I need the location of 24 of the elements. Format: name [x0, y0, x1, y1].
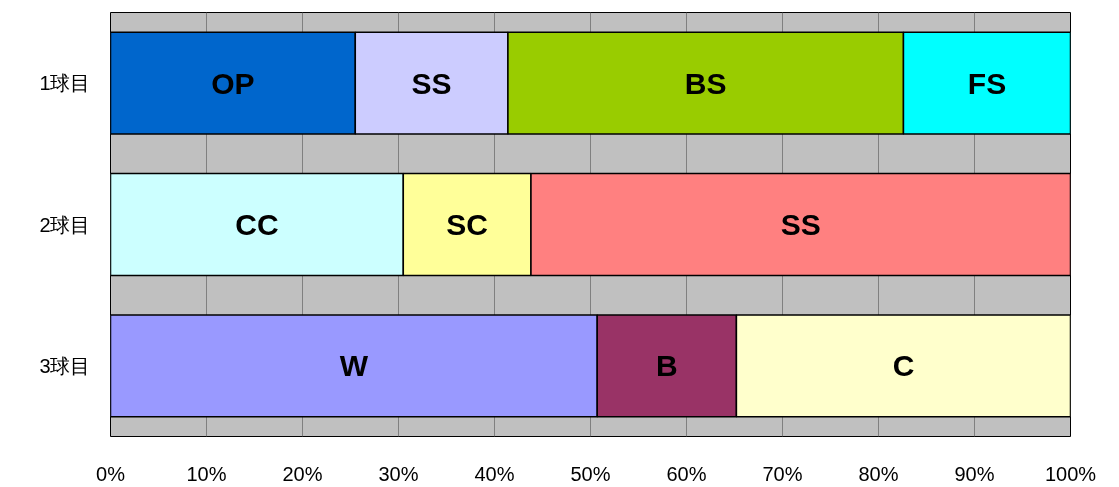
x-tick-label: 80%: [858, 462, 899, 485]
x-tick-label: 20%: [282, 462, 323, 485]
x-tick-label: 30%: [378, 462, 419, 485]
y-tick-label: 3球目: [39, 354, 91, 377]
series-label: W: [339, 349, 369, 383]
x-tick-label: 60%: [666, 462, 707, 485]
x-tick-label: 40%: [474, 462, 515, 485]
y-tick-label: 2球目: [39, 213, 91, 236]
series-label: FS: [967, 66, 1007, 100]
series-label: B: [655, 349, 678, 383]
series-label: BS: [684, 66, 727, 100]
x-tick-label: 70%: [762, 462, 803, 485]
x-tick-label: 50%: [570, 462, 611, 485]
series-label: OP: [211, 66, 255, 100]
series-label: SS: [780, 208, 821, 241]
series-label: C: [892, 349, 915, 383]
series-label: SC: [446, 208, 488, 241]
x-tick-label: 0%: [96, 462, 126, 485]
x-tick-label: 10%: [186, 462, 227, 485]
x-tick-label: 90%: [954, 462, 995, 485]
x-tick-label: 100%: [1044, 462, 1097, 485]
series-label: SS: [411, 66, 452, 100]
series-label: CC: [235, 208, 279, 241]
y-tick-label: 1球目: [39, 72, 91, 95]
